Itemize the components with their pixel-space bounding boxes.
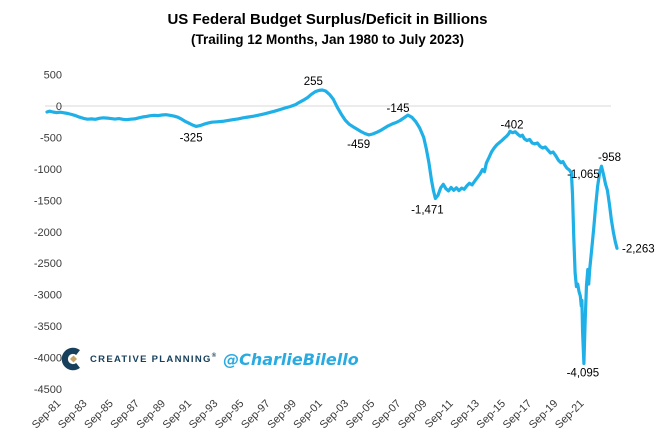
data-label-459: -459: [347, 139, 370, 151]
data-label-402: -402: [500, 119, 523, 131]
y-axis-tick-label: 0: [56, 101, 62, 113]
chart-title: US Federal Budget Surplus/Deficit in Bil…: [167, 11, 488, 28]
y-axis-tick-label: 500: [44, 70, 62, 82]
charlie-bilello-handle: @CharlieBilello: [223, 349, 359, 369]
y-axis-tick-label: -3000: [34, 290, 62, 302]
creative-planning-logo-text: CREATIVE PLANNING®: [90, 353, 216, 365]
chart-subtitle: (Trailing 12 Months, Jan 1980 to July 20…: [190, 32, 465, 47]
logo-gold-diamond: [69, 355, 78, 363]
y-axis-tick-label: -2000: [34, 227, 62, 239]
data-label-325: -325: [180, 132, 203, 144]
data-label-958: -958: [598, 152, 621, 164]
data-label-255: 255: [304, 76, 323, 88]
data-label-2263: -2,263: [622, 243, 655, 255]
y-axis-tick-label: -1000: [34, 164, 62, 176]
y-axis-tick-label: -2500: [34, 258, 62, 270]
data-label-4095: -4,095: [567, 368, 600, 380]
data-label-1065: -1,065: [567, 169, 600, 181]
creative-planning-logo-icon: [61, 347, 80, 371]
x-axis-tick-label: Sep-21: [553, 398, 587, 432]
data-label-1471: -1,471: [411, 205, 444, 217]
budget-deficit-line: [45, 88, 619, 366]
x-axis-tick-label: Sep-09: [396, 398, 430, 432]
y-axis-tick-label: -4500: [34, 384, 62, 396]
y-axis-tick-label: -500: [40, 132, 62, 144]
registered-trademark-symbol: ®: [211, 353, 217, 359]
y-axis-tick-label: -1500: [34, 195, 62, 207]
creative-planning-wordmark: CREATIVE PLANNING: [90, 354, 212, 365]
y-axis-tick-label: -3500: [34, 321, 62, 333]
y-axis-tick-label: -4000: [34, 353, 62, 365]
branding: CREATIVE PLANNING® @CharlieBilello: [61, 346, 359, 372]
data-label-145: -145: [386, 103, 409, 115]
logo-c-shape: [61, 347, 80, 371]
